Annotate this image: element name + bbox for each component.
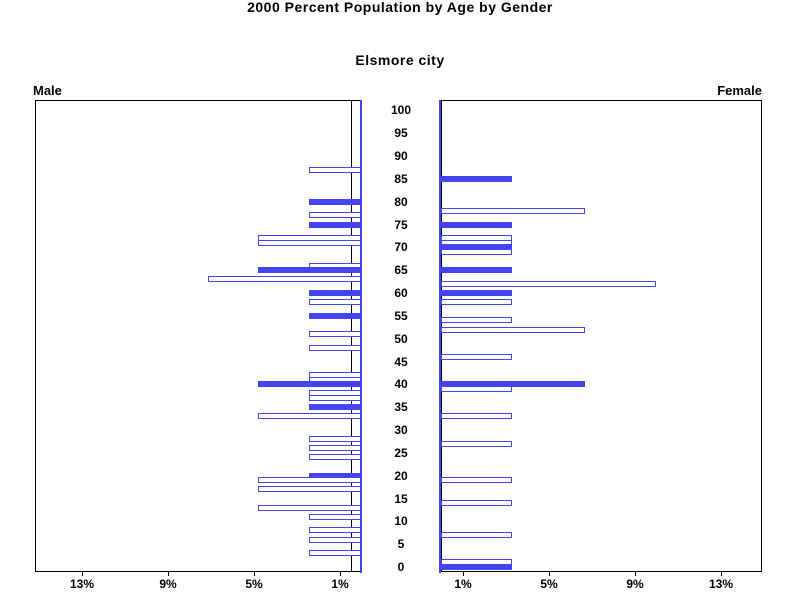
male-bar-age-55 [309,313,361,319]
female-bar-age-19 [441,477,512,483]
male-bar-age-19 [258,477,361,483]
age-axis-label-15: 15 [394,492,408,506]
age-axis-label-50: 50 [394,332,408,346]
chart-subtitle: Elsmore city [355,52,445,68]
female-bar-age-70 [441,244,512,250]
age-axis-label-30: 30 [394,423,408,437]
female-bar-age-58 [441,299,512,305]
age-axis-label-35: 35 [394,400,408,414]
male-bar-age-33 [258,413,361,419]
male-bar-age-37 [309,395,361,401]
male-bar-age-40 [258,381,361,387]
female-bar-age-33 [441,413,512,419]
female-bar-age-39 [441,386,512,392]
male-bar-age-24 [309,454,361,460]
male-bar-age-17 [258,486,361,492]
male-bar-age-65 [258,267,361,273]
female-bar-age-78 [441,208,585,214]
male-bar-age-26 [309,445,361,451]
male-pct-label-9: 9% [159,577,177,591]
female-bar-age-27 [441,441,512,447]
male-bar-age-87 [309,167,361,173]
female-bar-age-85 [441,176,512,182]
male-bar-age-63 [208,276,361,282]
male-bar-age-8 [309,527,361,533]
male-pct-label-5: 5% [245,577,263,591]
female-bar-age-7 [441,532,512,538]
male-bar-age-60 [309,290,361,296]
female-bar-age-62 [441,281,656,287]
age-axis-label-5: 5 [397,537,405,551]
male-bar-age-58 [309,299,361,305]
male-pct-tick-1 [340,572,341,576]
female-pct-tick-1 [463,572,464,576]
male-bar-age-13 [258,505,361,511]
age-axis-label-45: 45 [394,355,408,369]
male-bar-age-75 [309,222,361,228]
age-axis-label-25: 25 [394,446,408,460]
chart-title: 2000 Percent Population by Age by Gender [247,0,553,15]
female-pct-label-13: 13% [708,577,734,591]
age-axis-label-40: 40 [394,377,408,391]
female-bar-age-14 [441,500,512,506]
age-axis-label-0: 0 [397,560,405,574]
male-zero-axis [360,100,362,573]
female-pct-label-1: 1% [454,577,472,591]
male-bar-age-20 [309,473,361,479]
male-bar-age-35 [309,404,361,410]
female-bar-age-40 [441,381,585,387]
female-bar-age-46 [441,354,512,360]
male-bar-age-77 [309,212,361,218]
age-axis-label-95: 95 [394,126,408,140]
female-bar-age-0 [441,564,512,570]
female-pct-tick-5 [549,572,550,576]
age-axis-label-20: 20 [394,469,408,483]
female-zero-axis [439,100,441,573]
age-axis-label-90: 90 [394,149,408,163]
age-axis-label-85: 85 [394,172,408,186]
female-bar-age-52 [441,327,585,333]
age-axis-label-65: 65 [394,263,408,277]
female-panel-header: Female [717,83,762,98]
age-axis-label-80: 80 [394,195,408,209]
female-pct-tick-9 [635,572,636,576]
male-bar-age-6 [309,537,361,543]
male-panel-header: Male [33,83,62,98]
female-pct-label-5: 5% [540,577,558,591]
male-pct-tick-5 [254,572,255,576]
male-bar-age-3 [309,550,361,556]
male-bar-age-51 [309,331,361,337]
male-bar-age-48 [309,345,361,351]
male-bar-age-80 [309,199,361,205]
age-axis-label-10: 10 [394,514,408,528]
male-pct-label-13: 13% [69,577,95,591]
age-axis-label-100: 100 [390,103,412,117]
female-bar-age-69 [441,249,512,255]
male-pct-tick-13 [82,572,83,576]
female-bar-age-54 [441,317,512,323]
female-bar-age-60 [441,290,512,296]
female-pct-label-9: 9% [626,577,644,591]
age-axis-label-75: 75 [394,218,408,232]
age-axis-label-60: 60 [394,286,408,300]
male-bar-age-71 [258,240,361,246]
female-bar-age-65 [441,267,512,273]
female-pct-tick-13 [721,572,722,576]
male-pct-tick-9 [168,572,169,576]
male-pct-label-1: 1% [331,577,349,591]
male-bar-age-28 [309,436,361,442]
male-bar-age-11 [309,514,361,520]
female-bar-age-75 [441,222,512,228]
age-axis-label-55: 55 [394,309,408,323]
age-axis-label-70: 70 [394,240,408,254]
